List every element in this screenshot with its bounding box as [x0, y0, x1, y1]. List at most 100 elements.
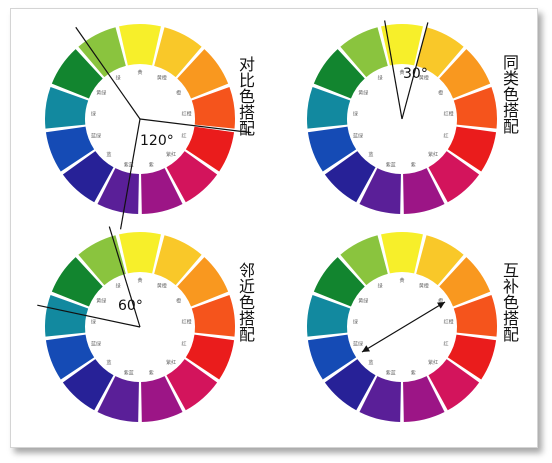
wheel-segment [191, 87, 235, 129]
angle-indicator-line [139, 118, 252, 134]
wheel-inner-label: 绿 [91, 110, 96, 117]
wheel-segment [78, 235, 126, 286]
angle-indicator-line [108, 226, 141, 328]
wheel-inner-label: 黄绿 [96, 89, 106, 96]
wheel-segment [453, 295, 497, 337]
wheel-inner-label: 红橙 [444, 110, 454, 117]
wheel-inner-label: 紫红 [428, 359, 438, 366]
wheel-segment [62, 151, 114, 203]
angle-indicator-line [75, 26, 141, 120]
wheel-segment [177, 49, 229, 99]
wheel-segment [45, 334, 95, 380]
wheel-segment [381, 232, 423, 274]
wheel-inner-label: 黄绿 [96, 297, 106, 304]
wheel-segment [324, 151, 376, 203]
wheel-inner-label: 橙 [176, 297, 181, 304]
wheel-segment [453, 87, 498, 129]
wheel-inner-label: 黄 [137, 277, 142, 284]
wheel-segment [177, 257, 229, 307]
wheel-segment [428, 359, 480, 411]
wheel-inner-label: 紫 [149, 371, 154, 377]
wheel-inner-label: 紫蓝 [124, 162, 134, 169]
angle-label: 60° [118, 298, 143, 314]
wheel-segment [381, 24, 423, 66]
wheel-inner-label: 蓝绿 [91, 341, 101, 348]
wheel-inner-label: 黄 [137, 69, 142, 76]
wheel-segment [141, 376, 183, 422]
wheel-inner-label: 黄 [399, 277, 404, 284]
wheel-segment [119, 24, 161, 66]
wheel-inner-label: 黄橙 [419, 282, 429, 289]
wheel-inner-label: 绿 [353, 110, 358, 117]
label-analogous-colors: 同类色搭配 [500, 54, 519, 134]
wheel-segment [359, 168, 401, 214]
wheel-segment [428, 151, 480, 203]
wheel-segment [119, 232, 161, 274]
wheel-segment [62, 359, 114, 411]
wheel-inner-label: 蓝 [106, 151, 111, 158]
wheel-segment [185, 126, 235, 172]
wheel-inner-label: 绿 [116, 74, 121, 81]
wheel-segment [45, 87, 89, 129]
angle-label: 120° [140, 133, 174, 149]
wheel-segment [439, 49, 491, 99]
wheel-inner-label: 绿 [378, 74, 383, 81]
wheel-segment [154, 235, 202, 286]
wheel-segment [166, 151, 218, 203]
wheel-segment [447, 334, 497, 380]
wheel-inner-label: 蓝 [368, 359, 373, 366]
wheel-inner-label: 绿 [91, 318, 96, 325]
wheel-segment [324, 359, 376, 411]
wheel-inner-label: 紫红 [428, 151, 438, 158]
wheel-inner-label: 绿 [353, 318, 358, 325]
wheel-segment [439, 257, 491, 307]
wheel-inner-label: 红 [443, 133, 448, 140]
wheel-inner-label: 橙 [176, 89, 181, 96]
wheel-segment [185, 334, 235, 380]
label-complementary-colors: 互补色搭配 [500, 262, 519, 342]
wheel-segment [166, 359, 218, 411]
wheel-inner-label: 橙 [438, 89, 443, 96]
wheel-segment [307, 334, 357, 380]
wheel-inner-label: 蓝 [106, 359, 111, 366]
wheel-inner-label: 紫红 [166, 151, 176, 158]
wheel-segment [307, 295, 351, 337]
wheel-inner-label: 橙 [438, 297, 443, 304]
wheel-segment [45, 295, 89, 337]
wheel-inner-label: 红 [443, 341, 448, 348]
wheel-segment [78, 27, 126, 78]
wheel-inner-label: 红 [181, 133, 186, 140]
wheel-inner-label: 红 [181, 341, 186, 348]
wheel-segment [154, 27, 202, 78]
wheel-segment [141, 168, 183, 214]
wheel-segment [97, 376, 139, 422]
angle-indicator-line [119, 118, 141, 230]
angle-indicator-line [384, 20, 403, 120]
wheel-inner-label: 紫蓝 [124, 370, 134, 377]
wheel-inner-label: 蓝绿 [91, 133, 101, 140]
wheel-center [361, 286, 443, 368]
wheel-segment [403, 376, 445, 422]
wheel-inner-label: 黄橙 [157, 282, 167, 289]
angle-indicator-line [37, 304, 141, 328]
wheel-segment [51, 49, 103, 99]
wheel-segment [97, 168, 139, 214]
wheel-segment [313, 257, 365, 307]
wheel-segment [340, 27, 388, 78]
wheel-segment [307, 126, 357, 172]
wheel-inner-label: 紫蓝 [386, 370, 396, 377]
angle-label: 30° [403, 66, 428, 82]
wheel-inner-label: 黄 [399, 69, 404, 76]
wheel-inner-label: 紫 [411, 163, 416, 169]
wheel-inner-label: 红橙 [182, 318, 192, 325]
label-contrast-colors: 对比色搭配 [236, 56, 255, 136]
wheel-segment [191, 295, 235, 337]
wheel-inner-label: 蓝 [368, 151, 373, 158]
wheel-segment [447, 126, 497, 172]
complementary-arrow [361, 301, 446, 353]
wheel-inner-label: 紫 [411, 371, 416, 377]
wheel-inner-label: 黄绿 [358, 297, 368, 304]
